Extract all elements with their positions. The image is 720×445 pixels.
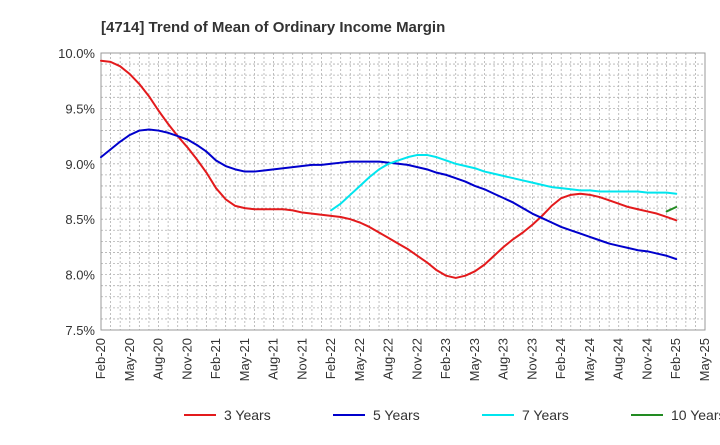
x-tick-label: Feb-21 <box>208 338 223 379</box>
x-tick-label: Nov-22 <box>409 338 424 380</box>
x-tick-label: Aug-24 <box>611 338 626 380</box>
chart-title: [4714] Trend of Mean of Ordinary Income … <box>101 19 445 36</box>
grid <box>100 52 706 331</box>
series-line-3-years <box>100 59 678 279</box>
series-line-10-years <box>665 206 678 213</box>
legend-label: 3 Years <box>224 407 271 423</box>
axes: 7.5% 8.0% 8.5% 9.0% 9.5% 10.0% Feb-20 May-20 Aug… <box>58 46 712 381</box>
y-tick-label: 9.5% <box>65 101 95 116</box>
x-tick-label: Feb-25 <box>668 338 683 379</box>
x-tick-label: Aug-22 <box>381 338 396 380</box>
plot-frame <box>100 52 706 331</box>
legend: 3 Years 5 Years 7 Years 10 Years <box>184 407 720 423</box>
x-tick-label: May-24 <box>582 338 597 381</box>
x-tick-label: Feb-23 <box>438 338 453 379</box>
legend-label: 10 Years <box>671 407 720 423</box>
x-tick-label: Feb-20 <box>93 338 108 379</box>
legend-label: 5 Years <box>373 407 420 423</box>
x-tick-label: Nov-20 <box>179 338 194 380</box>
x-tick-label: Feb-22 <box>323 338 338 379</box>
x-tick-label: Nov-21 <box>294 338 309 380</box>
x-tick-label: May-25 <box>697 338 712 381</box>
y-tick-label: 10.0% <box>58 46 95 61</box>
x-tick-label: Aug-21 <box>266 338 281 380</box>
y-tick-label: 8.0% <box>65 268 95 283</box>
x-tick-label: Aug-20 <box>151 338 166 380</box>
x-tick-label: Nov-23 <box>524 338 539 380</box>
x-tick-label: May-23 <box>467 338 482 381</box>
y-tick-label: 7.5% <box>65 323 95 338</box>
legend-label: 7 Years <box>522 407 569 423</box>
x-tick-label: Aug-23 <box>496 338 511 380</box>
x-tick-label: May-22 <box>352 338 367 381</box>
y-tick-label: 9.0% <box>65 157 95 172</box>
x-tick-label: Nov-24 <box>639 338 654 380</box>
series-line-5-years <box>100 128 678 261</box>
x-tick-label: May-20 <box>122 338 137 381</box>
x-tick-label: May-21 <box>237 338 252 381</box>
series-line-7-years <box>330 153 678 212</box>
y-tick-label: 8.5% <box>65 212 95 227</box>
series-lines <box>100 59 678 279</box>
x-tick-label: Feb-24 <box>553 338 568 379</box>
